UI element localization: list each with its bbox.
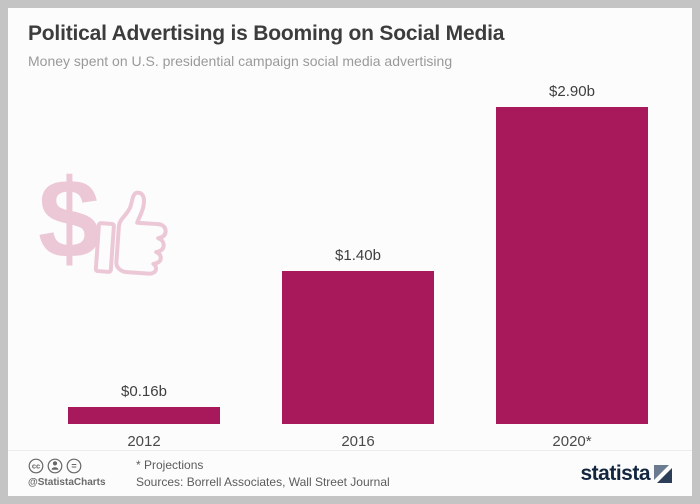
statista-wordmark: statista	[580, 462, 650, 485]
statista-charts-handle: @StatistaCharts	[28, 477, 106, 488]
svg-text:$: $	[38, 157, 100, 281]
bar-group-2020: $2.90b 2020*	[496, 83, 648, 450]
bar-2012	[68, 407, 220, 424]
projections-note: * Projections	[136, 458, 204, 472]
license-block: cc = @StatistaCharts	[28, 458, 114, 488]
statista-logo: statista	[580, 462, 672, 486]
bar-value-label: $2.90b	[549, 83, 595, 100]
bar-chart: $ $0.16b 2012 $1.40b 2016 $2.90b	[8, 69, 692, 450]
chart-title: Political Advertising is Booming on Soci…	[28, 22, 505, 45]
svg-text:=: =	[71, 461, 76, 471]
chart-header: Political Advertising is Booming on Soci…	[8, 8, 692, 69]
x-axis-label-2012: 2012	[127, 433, 161, 450]
cc-license-icons: cc =	[28, 458, 82, 474]
svg-text:cc: cc	[32, 462, 40, 471]
footnotes: * Projections Sources: Borrell Associate…	[136, 458, 390, 489]
bar-group-2016: $1.40b 2016	[282, 247, 434, 450]
bar-2016	[282, 271, 434, 424]
bar-value-label: $0.16b	[121, 383, 167, 400]
chart-subtitle: Money spent on U.S. presidential campaig…	[28, 53, 453, 69]
dollar-sign-thumbs-up-icon: $	[38, 156, 196, 294]
x-axis-label-2016: 2016	[341, 433, 375, 450]
bar-value-label: $1.40b	[335, 247, 381, 264]
bar-2020	[496, 107, 648, 424]
chart-card: Political Advertising is Booming on Soci…	[8, 8, 692, 496]
bar-group-2012: $0.16b 2012	[68, 383, 220, 450]
x-axis-label-2020: 2020*	[552, 433, 592, 450]
statista-logo-icon	[654, 465, 672, 483]
sources-note: Sources: Borrell Associates, Wall Street…	[136, 475, 390, 489]
chart-footer: cc = @StatistaCharts * Projections Sourc…	[8, 450, 692, 496]
